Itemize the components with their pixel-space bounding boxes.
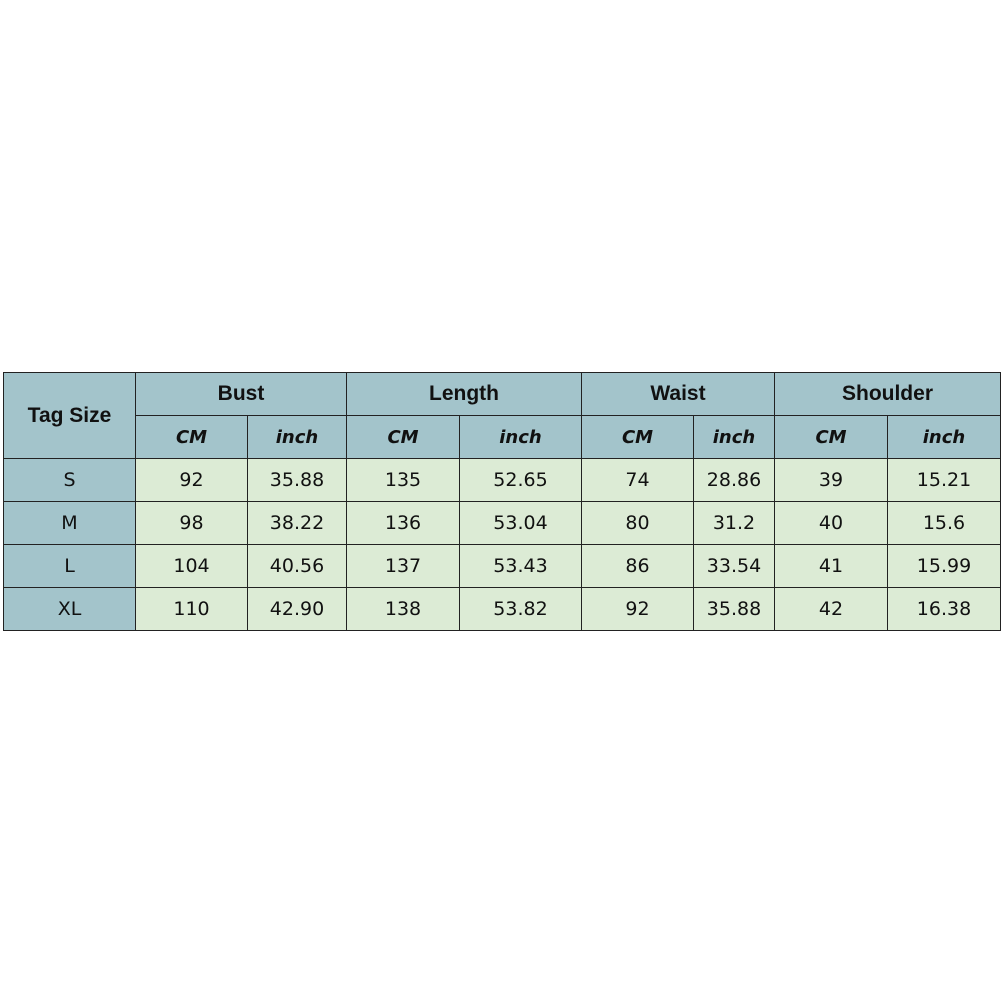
measurement-cell: 39	[774, 458, 888, 502]
measurement-cell: 80	[581, 501, 694, 545]
measurement-cell: 38.22	[247, 501, 347, 545]
measurement-cell: 28.86	[693, 458, 775, 502]
measurement-cell: 74	[581, 458, 694, 502]
table-row: L 104 40.56 137 53.43 86 33.54 41 15.99	[3, 544, 1001, 588]
unit-header-inch: inch	[247, 415, 347, 459]
size-label: M	[3, 501, 136, 545]
measurement-cell: 136	[346, 501, 460, 545]
unit-header-inch: inch	[887, 415, 1001, 459]
measurement-cell: 15.21	[887, 458, 1001, 502]
unit-header-inch: inch	[693, 415, 775, 459]
measurement-cell: 135	[346, 458, 460, 502]
table-row: S 92 35.88 135 52.65 74 28.86 39 15.21	[3, 458, 1001, 502]
measurement-cell: 138	[346, 587, 460, 631]
measurement-cell: 35.88	[693, 587, 775, 631]
measurement-cell: 15.99	[887, 544, 1001, 588]
length-header: Length	[346, 372, 582, 416]
measurement-cell: 104	[135, 544, 248, 588]
measurement-cell: 40.56	[247, 544, 347, 588]
measurement-cell: 98	[135, 501, 248, 545]
measurement-cell: 33.54	[693, 544, 775, 588]
size-chart-table: Tag Size Bust Length Waist Shoulder CM in…	[3, 372, 1001, 631]
unit-header-cm: CM	[135, 415, 248, 459]
measurement-cell: 42.90	[247, 587, 347, 631]
unit-header-inch: inch	[459, 415, 582, 459]
measurement-cell: 42	[774, 587, 888, 631]
measurement-cell: 52.65	[459, 458, 582, 502]
unit-header-cm: CM	[774, 415, 888, 459]
measurement-cell: 53.04	[459, 501, 582, 545]
table-row: XL 110 42.90 138 53.82 92 35.88 42 16.38	[3, 587, 1001, 631]
measurement-cell: 92	[581, 587, 694, 631]
waist-header: Waist	[581, 372, 775, 416]
measurement-cell: 40	[774, 501, 888, 545]
bust-header: Bust	[135, 372, 347, 416]
measurement-cell: 31.2	[693, 501, 775, 545]
size-label: S	[3, 458, 136, 502]
unit-header-cm: CM	[346, 415, 460, 459]
measurement-cell: 53.82	[459, 587, 582, 631]
measurement-cell: 110	[135, 587, 248, 631]
size-label: L	[3, 544, 136, 588]
measurement-cell: 137	[346, 544, 460, 588]
measurement-cell: 92	[135, 458, 248, 502]
measurement-cell: 35.88	[247, 458, 347, 502]
unit-header-cm: CM	[581, 415, 694, 459]
size-label: XL	[3, 587, 136, 631]
measurement-cell: 53.43	[459, 544, 582, 588]
tag-size-header: Tag Size	[3, 372, 136, 459]
shoulder-header: Shoulder	[774, 372, 1001, 416]
measurement-cell: 15.6	[887, 501, 1001, 545]
measurement-cell: 41	[774, 544, 888, 588]
table-row: M 98 38.22 136 53.04 80 31.2 40 15.6	[3, 501, 1001, 545]
measurement-cell: 16.38	[887, 587, 1001, 631]
measurement-cell: 86	[581, 544, 694, 588]
